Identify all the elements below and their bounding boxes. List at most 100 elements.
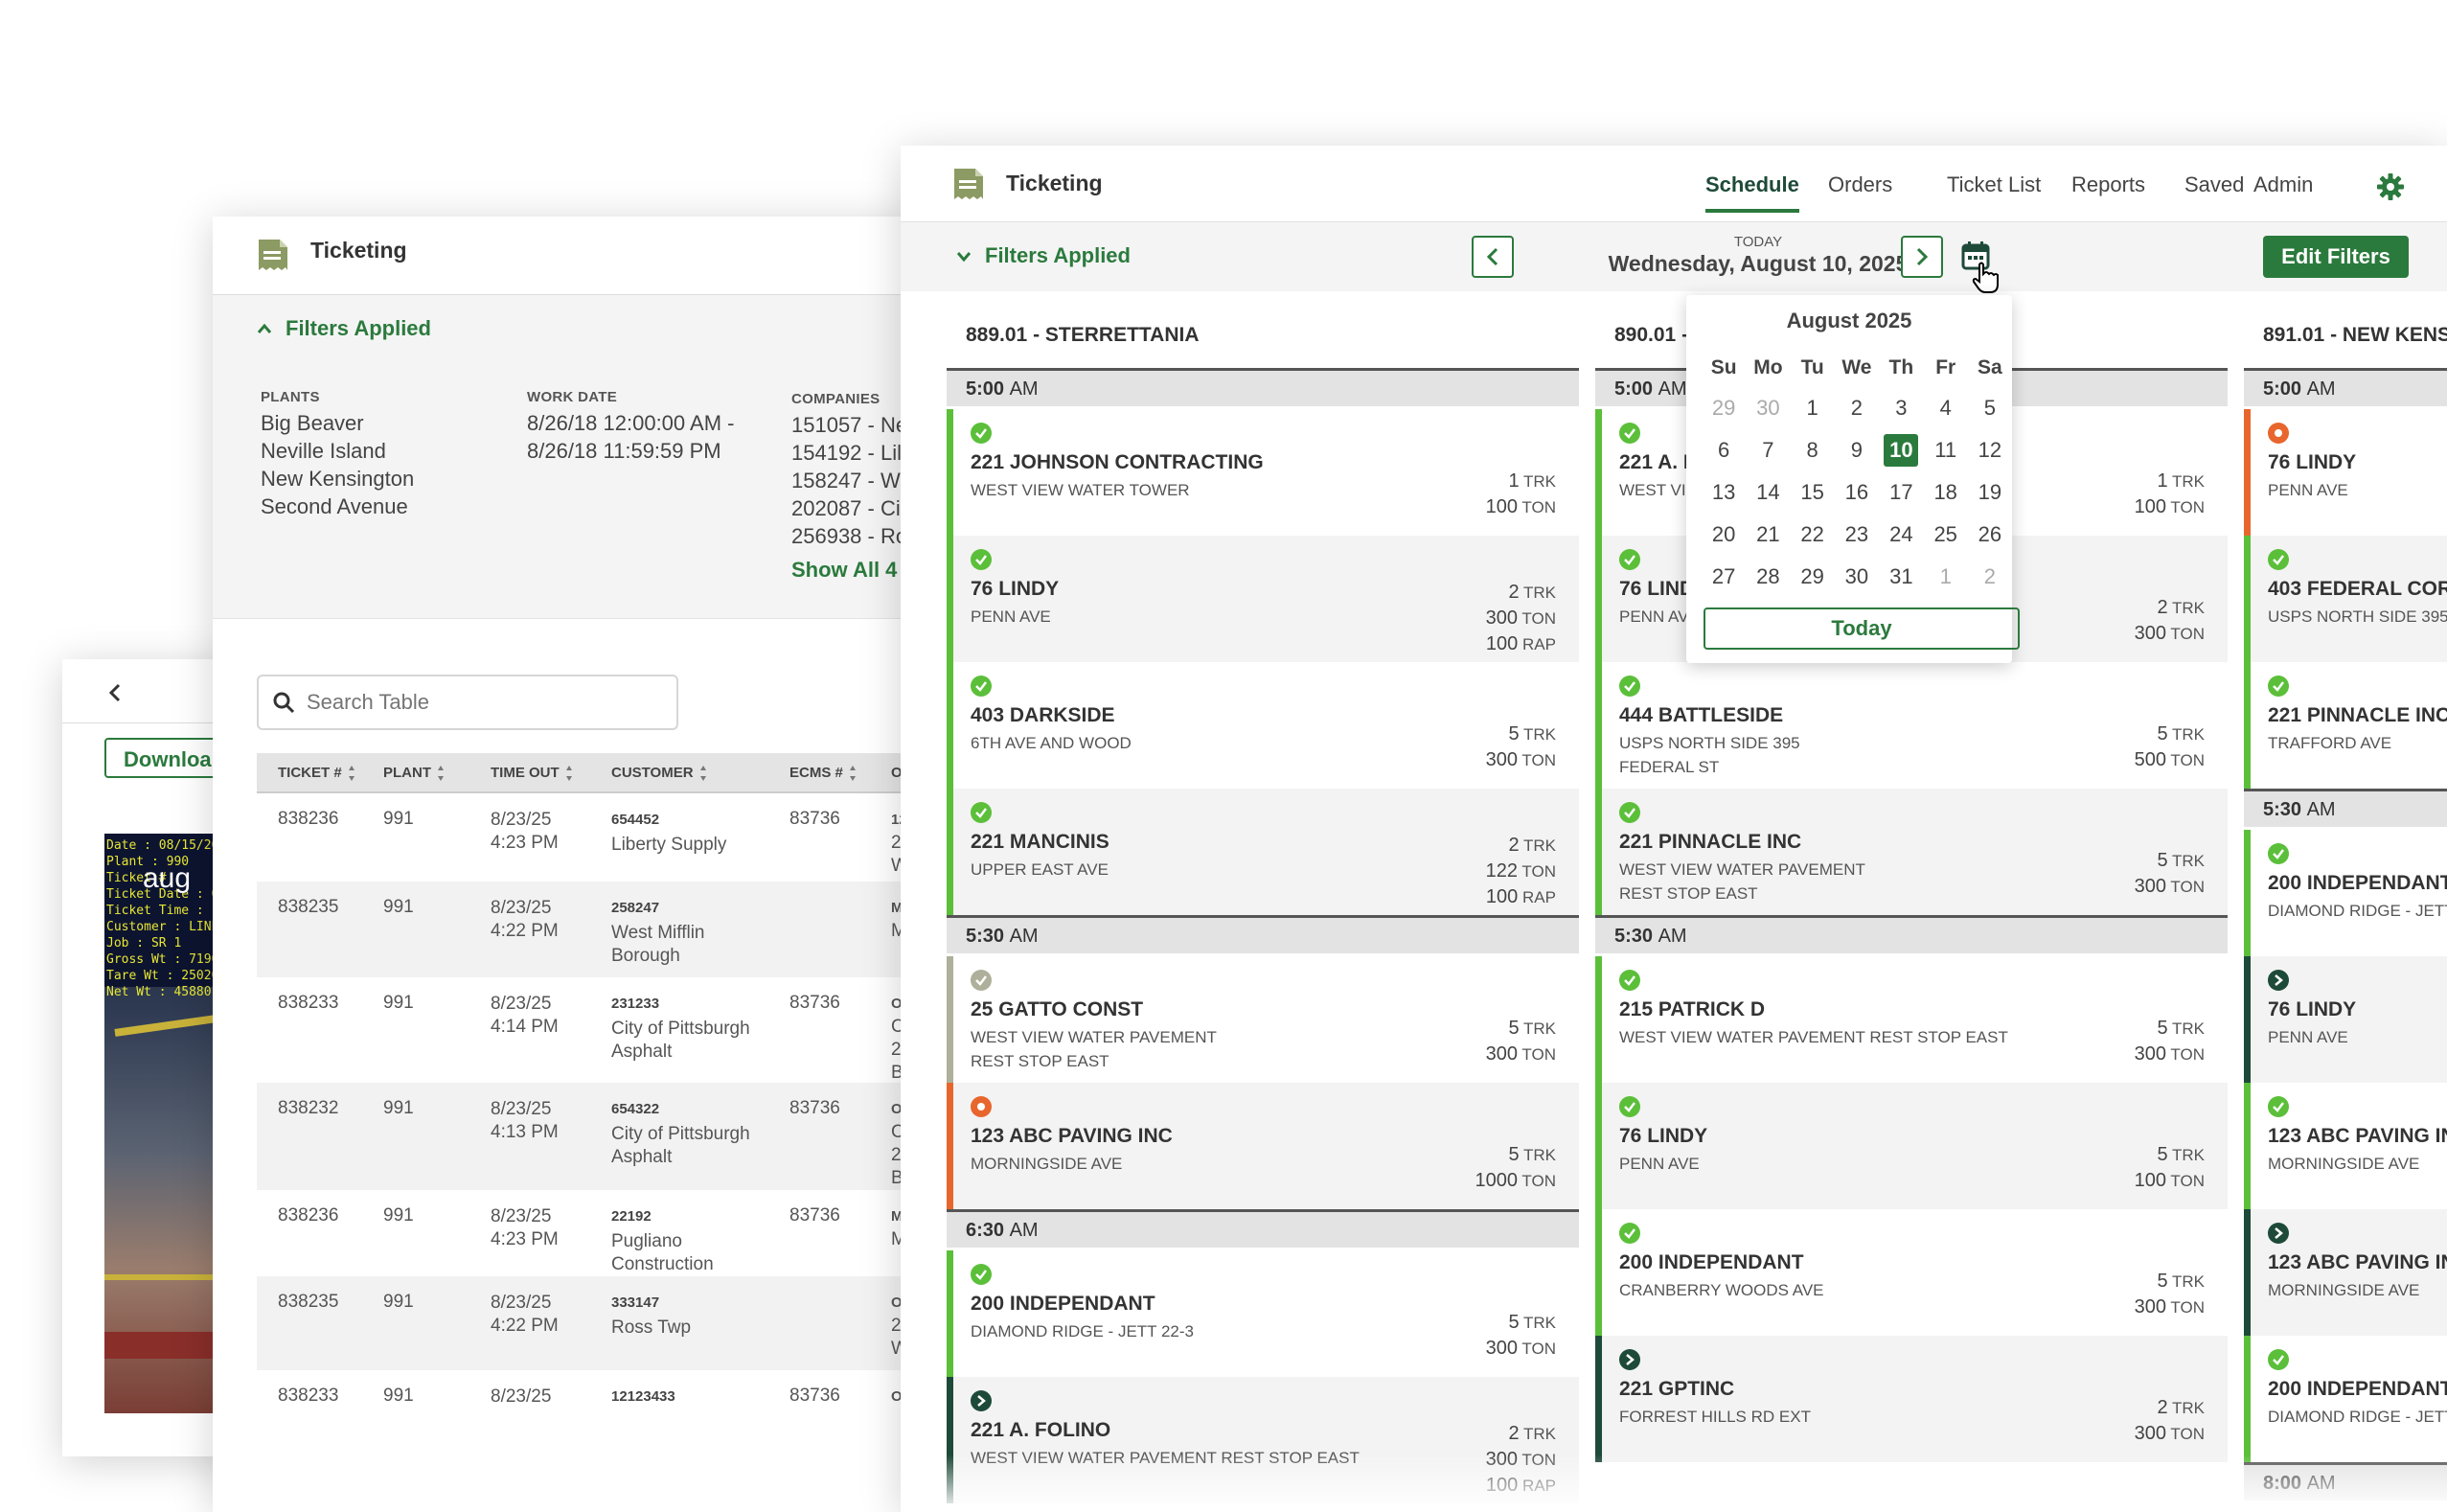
ticket-number[interactable]: 838233 xyxy=(278,1386,339,1406)
calendar-day[interactable]: 24 xyxy=(1889,522,1913,546)
calendar-day[interactable]: 16 xyxy=(1844,480,1869,504)
sort-icon[interactable] xyxy=(437,765,445,782)
order-card[interactable]: 76 LINDY PENN AVE 5 TRK 100 TON xyxy=(1595,1083,2228,1209)
calendar-day[interactable]: 14 xyxy=(1756,480,1780,504)
ticket-number[interactable]: 838235 xyxy=(278,897,339,917)
calendar-day[interactable]: 28 xyxy=(1756,564,1780,588)
calendar-day[interactable]: 17 xyxy=(1889,480,1913,504)
calendar-day[interactable]: 6 xyxy=(1717,438,1730,462)
search-box[interactable] xyxy=(257,675,678,730)
calendar-day[interactable]: 11 xyxy=(1934,438,1957,462)
calendar-day[interactable]: 27 xyxy=(1711,564,1736,588)
today-button[interactable]: Today xyxy=(1704,607,2020,650)
calendar-day[interactable]: 30 xyxy=(1844,564,1869,588)
calendar-day[interactable]: 19 xyxy=(1978,480,2002,504)
order-card[interactable]: 123 ABC PAVING INC MORNINGSIDE AVE 5 TRK 10… xyxy=(947,1083,1579,1209)
calendar-day[interactable]: 25 xyxy=(1933,522,1957,546)
order-card[interactable]: 123 ABC PAVING INC MORNINGSIDE AVE xyxy=(2244,1083,2447,1209)
calendar-day[interactable]: 20 xyxy=(1711,522,1736,546)
calendar-day[interactable]: 15 xyxy=(1800,480,1824,504)
calendar-day[interactable]: 31 xyxy=(1889,564,1913,588)
nav-tab-ticket-list[interactable]: Ticket List xyxy=(1947,172,2042,196)
ticket-number[interactable]: 838233 xyxy=(278,993,339,1013)
order-card[interactable]: 221 PINNACLE INC TRAFFORD AVE xyxy=(2244,662,2447,789)
calendar-day[interactable]: 29 xyxy=(1711,396,1736,420)
filters-toggle[interactable]: Filters Applied xyxy=(257,316,431,341)
prev-day-button[interactable] xyxy=(1472,236,1514,278)
calendar-day[interactable]: 18 xyxy=(1933,480,1957,504)
ticket-number[interactable]: 838236 xyxy=(278,1205,339,1226)
table-row[interactable]: 838235 991 8/23/25 4:22 PM 258247 West Miffli… xyxy=(257,882,941,977)
order-card[interactable]: 76 LINDY PENN AVE xyxy=(2244,409,2447,536)
calendar-day[interactable]: 12 xyxy=(1978,438,2002,462)
calendar-day[interactable]: 26 xyxy=(1978,522,2002,546)
table-row[interactable]: 838233 991 8/23/25 4:14 PM 231233 City of Pit… xyxy=(257,977,941,1083)
column-header[interactable]: TIME OUT xyxy=(491,765,573,782)
calendar-day[interactable]: 22 xyxy=(1800,522,1824,546)
calendar-day[interactable]: 2 xyxy=(1850,396,1863,420)
order-card[interactable]: 200 INDEPENDANT DIAMOND RIDGE - JETT 22-3… xyxy=(947,1250,1579,1377)
calendar-day[interactable]: 10 xyxy=(1879,429,1924,471)
ticket-number[interactable]: 838232 xyxy=(278,1098,339,1118)
nav-tab-schedule[interactable]: Schedule xyxy=(1705,172,1799,213)
table-row[interactable]: 838236 991 8/23/25 4:23 PM 22192 Pugliano Cons… xyxy=(257,1190,941,1276)
calendar-day[interactable]: 1 xyxy=(1806,396,1818,420)
table-row[interactable]: 838236 991 8/23/25 4:23 PM 654452 Liberty Sup… xyxy=(257,793,941,882)
sort-icon[interactable] xyxy=(849,765,857,782)
column-header[interactable]: PLANT xyxy=(383,765,445,782)
order-card[interactable]: 403 FEDERAL CORP USPS NORTH SIDE 395 F xyxy=(2244,536,2447,662)
next-day-button[interactable] xyxy=(1901,236,1943,278)
nav-tab-admin[interactable]: Admin xyxy=(2253,172,2314,196)
order-card[interactable]: 403 DARKSIDE 6TH AVE AND WOOD 5 TRK 300 TON xyxy=(947,662,1579,789)
calendar-day[interactable]: 23 xyxy=(1844,522,1869,546)
settings-gear-icon[interactable] xyxy=(2376,172,2405,201)
calendar-day[interactable]: 9 xyxy=(1850,438,1863,462)
show-all-link[interactable]: Show All 4 xyxy=(791,558,898,582)
table-row[interactable]: 838232 991 8/23/25 4:13 PM 654322 City of Pit… xyxy=(257,1083,941,1190)
order-card[interactable]: 444 BATTLESIDE USPS NORTH SIDE 395 FEDERAL… xyxy=(1595,662,2228,789)
calendar-day[interactable]: 30 xyxy=(1756,396,1780,420)
order-card[interactable]: 200 INDEPENDANT CRANBERRY WOODS AVE 5 TRK 3… xyxy=(1595,1209,2228,1336)
calendar-day[interactable]: 5 xyxy=(1983,396,1996,420)
nav-tab-saved[interactable]: Saved xyxy=(2184,172,2245,196)
selected-day[interactable]: 10 xyxy=(1884,434,1919,467)
order-card[interactable]: 221 JOHNSON CONTRACTING WEST VIEW WATER T… xyxy=(947,409,1579,536)
order-card[interactable]: 76 LINDY PENN AVE 2 TRK 300 TON 100 RAP xyxy=(947,536,1579,662)
calendar-icon[interactable] xyxy=(1960,240,1991,272)
calendar-day[interactable]: 7 xyxy=(1762,438,1774,462)
column-header[interactable]: ECMS # xyxy=(789,765,857,782)
nav-tab-reports[interactable]: Reports xyxy=(2071,172,2146,196)
calendar-day[interactable]: 4 xyxy=(1939,396,1952,420)
sort-icon[interactable] xyxy=(565,765,573,782)
search-input[interactable] xyxy=(307,690,652,715)
calendar-day[interactable]: 1 xyxy=(1939,564,1952,588)
calendar-day[interactable]: 2 xyxy=(1983,564,1996,588)
calendar-day[interactable]: 8 xyxy=(1806,438,1818,462)
order-card[interactable]: 76 LINDY PENN AVE xyxy=(2244,956,2447,1083)
order-card[interactable]: 221 GPTINC FORREST HILLS RD EXT 2 TRK 300 T… xyxy=(1595,1336,2228,1462)
calendar-day[interactable]: 29 xyxy=(1800,564,1824,588)
order-card[interactable]: 215 PATRICK D WEST VIEW WATER PAVEMENT RE… xyxy=(1595,956,2228,1083)
order-card[interactable]: 221 MANCINIS UPPER EAST AVE 2 TRK 122 TON 10… xyxy=(947,789,1579,915)
nav-tab-orders[interactable]: Orders xyxy=(1828,172,1893,196)
order-card[interactable]: 221 PINNACLE INC WEST VIEW WATER PAVEMENT… xyxy=(1595,789,2228,915)
order-card[interactable]: 200 INDEPENDANT DIAMOND RIDGE - JETT 2 xyxy=(2244,1336,2447,1462)
back-arrow-icon[interactable] xyxy=(101,678,129,707)
edit-filters-button[interactable]: Edit Filters xyxy=(2263,236,2409,278)
calendar-day[interactable]: 21 xyxy=(1756,522,1780,546)
sort-icon[interactable] xyxy=(699,765,707,782)
order-card[interactable]: 200 INDEPENDANT DIAMOND RIDGE - JETT 2 xyxy=(2244,830,2447,956)
sort-icon[interactable] xyxy=(348,765,355,782)
calendar-day[interactable]: 3 xyxy=(1895,396,1908,420)
order-card[interactable]: 25 GATTO CONST WEST VIEW WATER PAVEMENT RE… xyxy=(947,956,1579,1083)
ticket-number[interactable]: 838236 xyxy=(278,809,339,829)
column-header[interactable]: CUSTOMER xyxy=(611,765,707,782)
download-button[interactable]: Downloa xyxy=(104,738,311,778)
calendar-day[interactable]: 13 xyxy=(1711,480,1736,504)
ticket-number[interactable]: 838235 xyxy=(278,1292,339,1312)
order-card[interactable]: 123 ABC PAVING INC MORNINGSIDE AVE xyxy=(2244,1209,2447,1336)
filters-toggle[interactable]: Filters Applied xyxy=(956,243,1131,268)
column-header[interactable]: TICKET # xyxy=(278,765,355,782)
